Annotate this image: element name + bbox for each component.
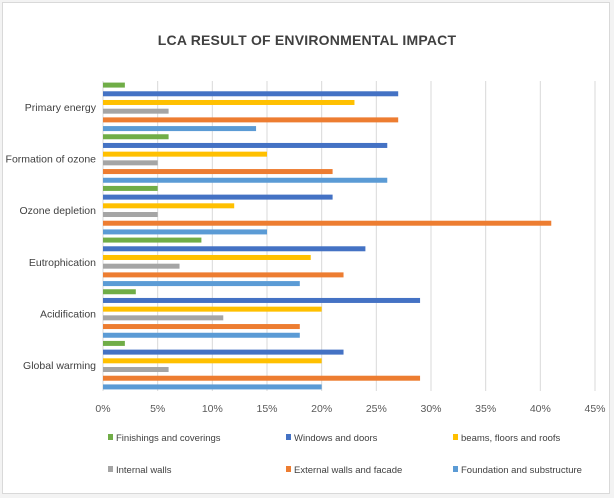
legend-label: Windows and doors — [294, 433, 378, 444]
legend-item-finishings-and-coverings: Finishings and coverings — [108, 433, 221, 444]
category-label-formation-of-ozone: Formation of ozone — [6, 154, 97, 166]
legend-item-beams-floors-and-roofs: beams, floors and roofs — [453, 433, 561, 444]
bar-primary-energy-internal-walls — [103, 108, 169, 114]
bar-global-warming-windows-and-doors — [103, 349, 344, 355]
chart: LCA RESULT OF ENVIRONMENTAL IMPACT Prima… — [6, 32, 606, 476]
bar-ozone-depletion-finishings-and-coverings — [103, 185, 158, 191]
x-tick-label: 5% — [150, 403, 165, 415]
bar-eutrophication-finishings-and-coverings — [103, 237, 202, 243]
gridlines — [102, 81, 596, 391]
category-label-eutrophication: Eutrophication — [29, 257, 96, 269]
bar-formation-of-ozone-internal-walls — [103, 160, 158, 166]
legend-item-external-walls-and-facade: External walls and facade — [286, 465, 402, 476]
legend-label: External walls and facade — [294, 465, 402, 476]
legend-label: Internal walls — [116, 465, 172, 476]
legend: Finishings and coverings Windows and door… — [108, 433, 582, 476]
legend-swatch — [108, 466, 113, 472]
legend-item-internal-walls: Internal walls — [108, 465, 172, 476]
x-tick-label: 20% — [311, 403, 332, 415]
bar-formation-of-ozone-finishings-and-coverings — [103, 134, 169, 140]
category-label-global-warming: Global warming — [23, 360, 96, 372]
legend-label: Foundation and substructure — [461, 465, 582, 476]
bar-primary-energy-windows-and-doors — [103, 91, 399, 97]
bar-primary-energy-beams-floors-and-roofs — [103, 99, 355, 105]
bar-global-warming-external-walls-and-facade — [103, 375, 421, 381]
bar-global-warming-internal-walls — [103, 367, 169, 373]
category-labels: Primary energy Formation of ozone Ozone de… — [6, 102, 97, 372]
legend-swatch — [286, 466, 291, 472]
bar-global-warming-finishings-and-coverings — [103, 340, 125, 346]
legend-item-windows-and-doors: Windows and doors — [286, 433, 378, 444]
legend-label: beams, floors and roofs — [461, 433, 561, 444]
x-tick-label: 35% — [475, 403, 496, 415]
bar-global-warming-beams-floors-and-roofs — [103, 358, 322, 364]
bar-formation-of-ozone-beams-floors-and-roofs — [103, 151, 267, 157]
bar-ozone-depletion-foundation-and-substructure — [103, 229, 267, 235]
bar-acidification-finishings-and-coverings — [103, 289, 136, 295]
bar-formation-of-ozone-foundation-and-substructure — [103, 177, 388, 183]
legend-swatch — [108, 434, 113, 440]
bar-eutrophication-windows-and-doors — [103, 246, 366, 252]
bar-formation-of-ozone-external-walls-and-facade — [103, 169, 333, 175]
x-tick-label: 40% — [530, 403, 551, 415]
bar-formation-of-ozone-windows-and-doors — [103, 142, 388, 148]
legend-swatch — [453, 434, 458, 440]
x-tick-labels: 0% 5% 10% 15% 20% 25% 30% 35% 40% 45% — [95, 403, 605, 415]
bar-acidification-foundation-and-substructure — [103, 332, 300, 338]
bar-ozone-depletion-windows-and-doors — [103, 194, 333, 200]
bar-ozone-depletion-external-walls-and-facade — [103, 220, 552, 226]
bars — [103, 82, 552, 390]
bar-primary-energy-finishings-and-coverings — [103, 82, 125, 88]
x-tick-label: 45% — [584, 403, 605, 415]
bar-acidification-beams-floors-and-roofs — [103, 306, 322, 312]
bar-acidification-external-walls-and-facade — [103, 324, 300, 330]
bar-eutrophication-foundation-and-substructure — [103, 281, 300, 287]
bar-primary-energy-external-walls-and-facade — [103, 117, 399, 123]
x-tick-label: 15% — [256, 403, 277, 415]
bar-ozone-depletion-internal-walls — [103, 212, 158, 218]
x-tick-label: 0% — [95, 403, 110, 415]
legend-label: Finishings and coverings — [116, 433, 221, 444]
x-tick-label: 30% — [420, 403, 441, 415]
legend-item-foundation-and-substructure: Foundation and substructure — [453, 465, 582, 476]
category-label-primary-energy: Primary energy — [25, 102, 97, 114]
bar-ozone-depletion-beams-floors-and-roofs — [103, 203, 235, 209]
bar-eutrophication-beams-floors-and-roofs — [103, 254, 311, 260]
x-tick-label: 25% — [366, 403, 387, 415]
chart-frame: LCA RESULT OF ENVIRONMENTAL IMPACT Prima… — [2, 2, 610, 494]
legend-swatch — [453, 466, 458, 472]
x-tick-label: 10% — [202, 403, 223, 415]
legend-swatch — [286, 434, 291, 440]
category-label-acidification: Acidification — [40, 309, 96, 321]
bar-acidification-internal-walls — [103, 315, 224, 321]
bar-primary-energy-foundation-and-substructure — [103, 126, 257, 132]
chart-title: LCA RESULT OF ENVIRONMENTAL IMPACT — [158, 32, 457, 48]
bar-eutrophication-internal-walls — [103, 263, 180, 269]
bar-global-warming-foundation-and-substructure — [103, 384, 322, 390]
bar-acidification-windows-and-doors — [103, 297, 421, 303]
bar-eutrophication-external-walls-and-facade — [103, 272, 344, 278]
category-label-ozone-depletion: Ozone depletion — [20, 205, 97, 217]
